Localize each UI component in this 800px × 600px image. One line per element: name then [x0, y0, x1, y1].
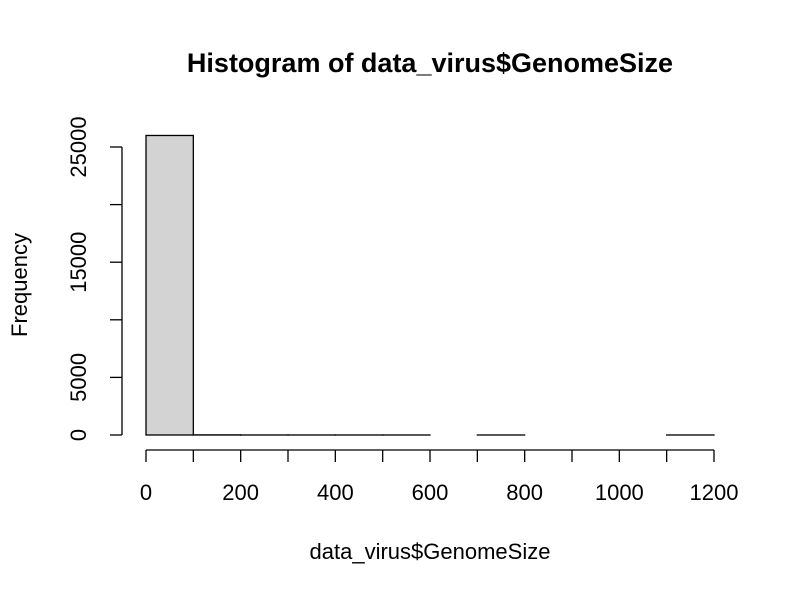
x-tick-label: 0 — [140, 480, 152, 505]
x-tick-label: 600 — [412, 480, 449, 505]
y-tick-label: 0 — [66, 429, 91, 441]
x-tick-label: 800 — [506, 480, 543, 505]
x-tick-label: 400 — [317, 480, 354, 505]
y-tick-label: 15000 — [66, 232, 91, 293]
x-tick-label: 1200 — [690, 480, 739, 505]
histogram-bar — [145, 134, 194, 436]
x-axis: 0 200 400 600 800 1000 1200 — [140, 449, 739, 505]
y-axis-label: Frequency — [7, 233, 32, 337]
y-tick-label: 25000 — [66, 116, 91, 177]
y-tick-label: 5000 — [66, 353, 91, 402]
x-axis-label: data_virus$GenomeSize — [310, 539, 551, 564]
chart-title: Histogram of data_virus$GenomeSize — [187, 48, 673, 78]
x-tick-label: 1000 — [595, 480, 644, 505]
x-tick-label: 200 — [222, 480, 259, 505]
y-axis: 0 5000 15000 25000 — [66, 116, 123, 441]
histogram-bars — [145, 134, 715, 436]
